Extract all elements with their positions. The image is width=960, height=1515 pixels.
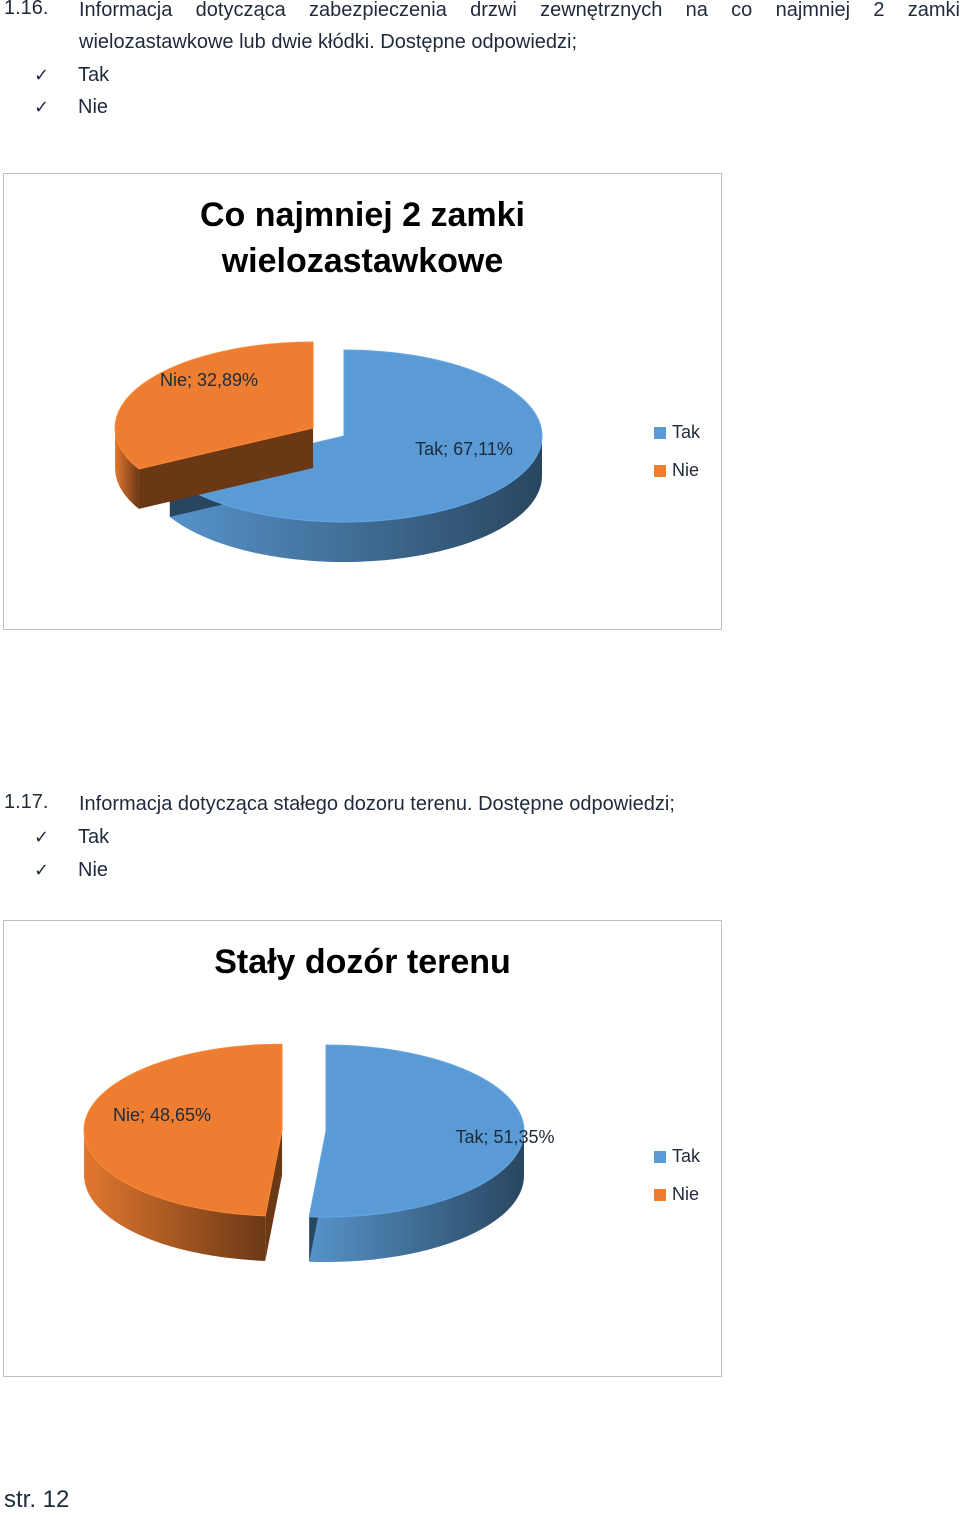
- chart-title-line: Co najmniej 2 zamki: [200, 196, 525, 234]
- option-label: Nie: [78, 859, 109, 881]
- pie-slice-nie: [83, 1043, 283, 1261]
- option-item: ✓ Nie: [34, 854, 108, 886]
- slice-top: [114, 341, 314, 470]
- slice-side-wall: [84, 1130, 266, 1261]
- legend-label: Nie: [672, 460, 699, 480]
- option-item: ✓ Tak: [34, 59, 109, 91]
- checkmark-icon: ✓: [34, 827, 50, 848]
- slice-side-wall: [115, 427, 139, 509]
- legend-swatch: [654, 427, 666, 439]
- legend-label: Tak: [672, 422, 701, 442]
- slice-cut-face: [138, 427, 314, 509]
- option-label: Tak: [78, 826, 110, 848]
- pie-chart: Tak; 67,11% Nie; 32,89% Tak Nie: [114, 341, 701, 562]
- chart-2: Stały dozór terenu Tak; 51,35% Nie; 48,65…: [3, 920, 722, 1377]
- section-text: Informacja dotycząca stałego dozoru tere…: [79, 793, 675, 815]
- slice-cut-face: [265, 1130, 283, 1261]
- checkmark-icon: ✓: [34, 97, 50, 118]
- option-label: Nie: [78, 96, 109, 118]
- data-label: Tak; 67,11%: [415, 439, 513, 459]
- pie-slice-nie: [114, 341, 314, 509]
- page-number: str. 12: [4, 1486, 70, 1513]
- pie-slice-tak: [308, 1044, 525, 1262]
- slice-side-wall: [169, 436, 542, 562]
- data-label: Nie; 32,89%: [160, 370, 258, 390]
- legend-swatch: [654, 1189, 666, 1201]
- legend-swatch: [654, 465, 666, 477]
- chart-title-line: wielozastawkowe: [221, 242, 504, 280]
- slice-top: [308, 1044, 525, 1218]
- chart-title: Co najmniej 2 zamki wielozastawkowe: [4, 192, 721, 284]
- chart-1: Co najmniej 2 zamki wielozastawkowe Tak;…: [3, 173, 722, 630]
- section-number: 1.16.: [4, 0, 49, 19]
- slice-top: [83, 1043, 283, 1217]
- pie-chart: Tak; 51,35% Nie; 48,65% Tak Nie: [83, 1043, 701, 1262]
- section-text: Informacja dotycząca zabezpieczenia drzw…: [79, 0, 960, 53]
- data-label: Tak; 51,35%: [455, 1127, 554, 1147]
- checkmark-icon: ✓: [34, 860, 50, 881]
- legend-label: Tak: [672, 1146, 701, 1166]
- legend-swatch: [654, 1151, 666, 1163]
- slice-side-wall: [309, 1131, 524, 1262]
- data-label: Nie; 48,65%: [113, 1105, 211, 1125]
- option-label: Tak: [78, 64, 110, 86]
- option-item: ✓ Tak: [34, 821, 109, 853]
- legend-label: Nie: [672, 1184, 699, 1204]
- chart-title: Stały dozór terenu: [4, 939, 721, 985]
- option-item: ✓ Nie: [34, 91, 108, 123]
- section-number: 1.17.: [4, 791, 49, 813]
- checkmark-icon: ✓: [34, 65, 50, 86]
- chart-title-line: Stały dozór terenu: [214, 943, 511, 981]
